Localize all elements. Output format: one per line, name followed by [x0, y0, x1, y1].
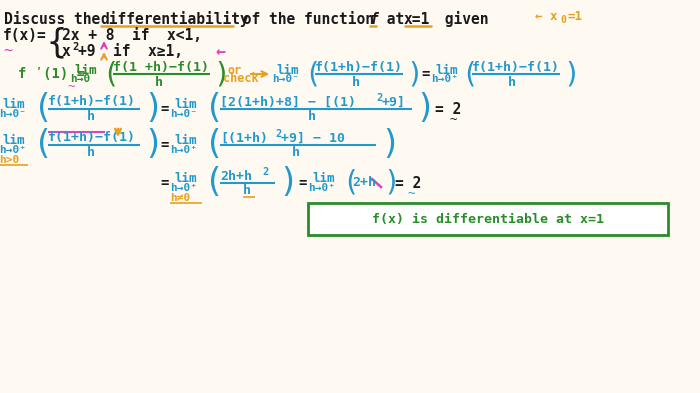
Text: =: = — [298, 176, 307, 190]
Text: f(1+h)−f(1): f(1+h)−f(1) — [48, 95, 136, 108]
Text: ): ) — [383, 169, 400, 197]
Text: =: = — [160, 138, 169, 152]
Text: = 2: = 2 — [395, 176, 421, 191]
Text: f ʹ(1) =: f ʹ(1) = — [18, 67, 85, 81]
Text: lim: lim — [174, 134, 197, 147]
Text: h: h — [87, 147, 95, 160]
Text: h→0⁺: h→0⁺ — [431, 74, 458, 84]
Text: (: ( — [461, 60, 477, 88]
Text: x: x — [62, 44, 71, 59]
Text: =: = — [421, 67, 429, 81]
Text: +9]: +9] — [382, 95, 406, 108]
Text: (: ( — [33, 92, 53, 125]
Text: h: h — [508, 75, 516, 88]
Text: differentiability: differentiability — [100, 11, 248, 27]
Text: 2x + 8  if  x<1,: 2x + 8 if x<1, — [62, 29, 202, 44]
Text: lim: lim — [2, 99, 25, 112]
Text: (: ( — [342, 169, 358, 197]
Text: lim: lim — [74, 64, 97, 77]
Text: 2: 2 — [262, 167, 268, 177]
Text: [(1+h): [(1+h) — [220, 132, 268, 145]
Text: at: at — [378, 11, 413, 26]
Text: h→0⁻: h→0⁻ — [272, 74, 299, 84]
Text: lim: lim — [2, 134, 25, 147]
Text: 0: 0 — [560, 15, 566, 25]
Text: ): ) — [415, 92, 435, 125]
Text: h→0⁺: h→0⁺ — [308, 183, 335, 193]
Text: ← x: ← x — [535, 11, 557, 24]
Text: ~: ~ — [449, 114, 456, 127]
Text: of the function: of the function — [234, 11, 383, 26]
FancyBboxPatch shape — [308, 203, 668, 235]
Text: lim: lim — [276, 64, 298, 77]
Text: (: ( — [102, 60, 119, 88]
Text: +9] − 10: +9] − 10 — [281, 132, 345, 145]
Text: f(1+h)−f(1): f(1+h)−f(1) — [472, 61, 560, 75]
Text: (: ( — [204, 92, 224, 125]
Text: lim: lim — [174, 173, 197, 185]
Text: +9  if  x≥1,: +9 if x≥1, — [78, 44, 183, 59]
Text: ): ) — [380, 129, 400, 162]
Text: x=1: x=1 — [404, 11, 430, 26]
Text: (: ( — [204, 129, 224, 162]
Text: f: f — [369, 11, 378, 26]
Text: h: h — [155, 75, 163, 88]
Text: = 2: = 2 — [435, 101, 461, 116]
Text: h→0⁺: h→0⁺ — [170, 145, 197, 155]
Text: 2: 2 — [72, 42, 78, 52]
Text: 2: 2 — [376, 93, 382, 103]
Text: h→0: h→0 — [70, 74, 90, 84]
Text: lim: lim — [174, 99, 197, 112]
Text: lim: lim — [312, 173, 335, 185]
Text: h: h — [243, 184, 251, 198]
Text: f(1 +h)−f(1): f(1 +h)−f(1) — [113, 61, 209, 75]
Text: ~: ~ — [3, 42, 12, 57]
Text: (: ( — [204, 167, 224, 200]
Text: ): ) — [406, 60, 423, 88]
Text: h: h — [87, 110, 95, 123]
Text: =: = — [160, 176, 169, 190]
Text: 2+h: 2+h — [352, 176, 376, 189]
Text: f(1+h)−f(1): f(1+h)−f(1) — [48, 132, 136, 145]
Text: {: { — [46, 26, 66, 59]
Text: Discuss the: Discuss the — [4, 11, 109, 26]
Text: =: = — [160, 102, 169, 116]
Text: ): ) — [563, 60, 580, 88]
Text: f(x)=: f(x)= — [3, 29, 47, 44]
Text: (: ( — [33, 129, 53, 162]
Text: h≠0: h≠0 — [170, 193, 190, 203]
Text: h>0: h>0 — [0, 155, 20, 165]
Text: ): ) — [143, 92, 163, 125]
Text: h: h — [292, 147, 300, 160]
Text: =1: =1 — [567, 11, 582, 24]
Text: ~: ~ — [408, 187, 416, 200]
Text: h→0⁺: h→0⁺ — [0, 145, 26, 155]
Text: ←: ← — [196, 43, 226, 61]
Text: h→0⁻: h→0⁻ — [170, 109, 197, 119]
Text: 2h+h: 2h+h — [220, 169, 252, 182]
Text: f(1+h)−f(1): f(1+h)−f(1) — [315, 61, 403, 75]
Text: ): ) — [278, 167, 298, 200]
Text: h→0⁺: h→0⁺ — [170, 183, 197, 193]
Text: ): ) — [213, 60, 230, 88]
Text: h: h — [308, 110, 316, 123]
Text: lim: lim — [435, 64, 458, 77]
Text: given: given — [436, 11, 489, 27]
Text: [2(1+h)+8] − [(1): [2(1+h)+8] − [(1) — [220, 95, 356, 108]
Text: f(x) is differentiable at x=1: f(x) is differentiable at x=1 — [372, 213, 604, 226]
Text: h→0⁻: h→0⁻ — [0, 109, 26, 119]
Text: check: check — [223, 72, 258, 84]
Text: ): ) — [143, 129, 163, 162]
Text: (: ( — [304, 60, 321, 88]
Text: ~: ~ — [68, 81, 76, 94]
Text: h: h — [352, 75, 360, 88]
Text: 2: 2 — [275, 129, 281, 139]
Text: or: or — [228, 64, 242, 77]
